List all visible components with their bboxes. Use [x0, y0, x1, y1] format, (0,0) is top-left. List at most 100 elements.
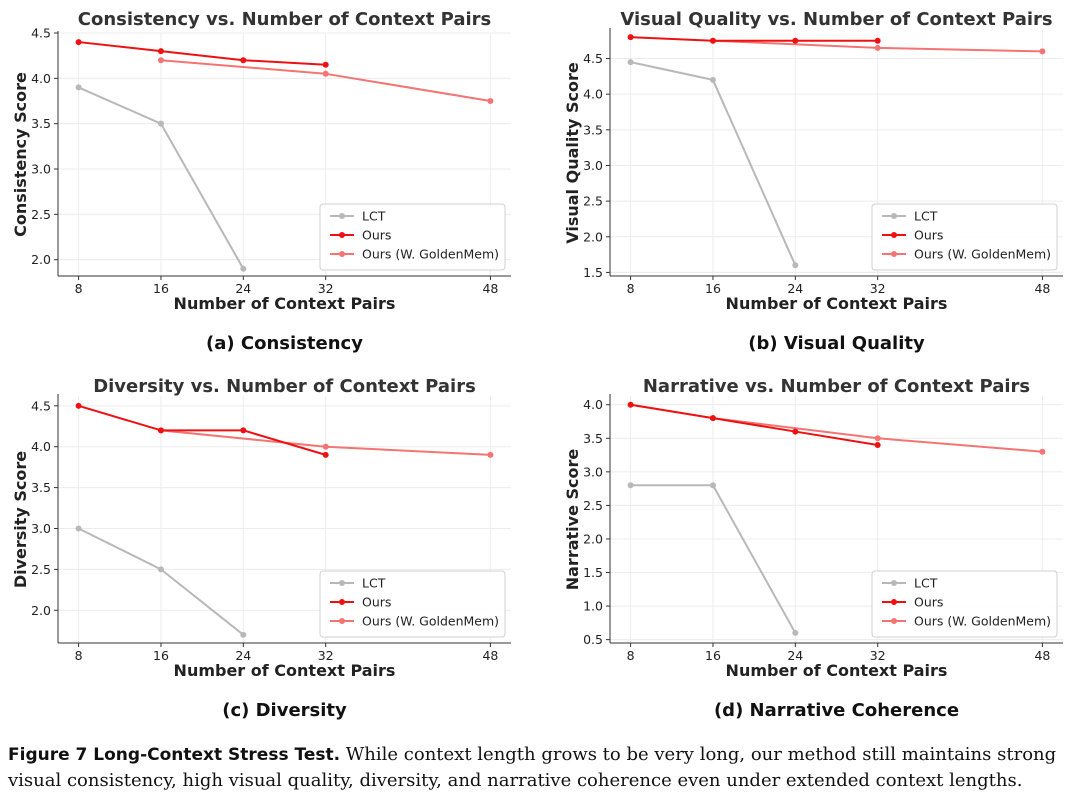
legend-label: Ours (W. GoldenMem): [362, 247, 499, 262]
data-point: [627, 401, 634, 408]
data-point: [792, 262, 799, 269]
y-tick-label: 4.0: [31, 439, 51, 454]
legend-box: [871, 203, 1058, 271]
data-point: [322, 443, 329, 450]
legend-swatch-marker: [891, 213, 897, 219]
data-point: [709, 37, 716, 44]
data-point: [627, 34, 634, 41]
panel-caption: (d) Narrative Coherence: [714, 700, 959, 721]
x-axis-label: Number of Context Pairs: [726, 294, 948, 313]
data-point: [75, 84, 82, 91]
chart-title: Visual Quality vs. Number of Context Pai…: [620, 9, 1052, 30]
data-point: [157, 120, 164, 127]
data-point: [157, 566, 164, 573]
figure-caption: Figure 7 Long-Context Stress Test. While…: [8, 742, 1074, 794]
y-tick-label: 2.5: [583, 498, 603, 513]
chart-panel-3: 8 16 24 32 48 2.0 2.5 3.0 3.5 4.0 4.5 Diversity vs.…: [11, 376, 511, 721]
y-axis-label: Narrative Score: [563, 449, 582, 591]
y-tick-label: 2.5: [31, 562, 51, 577]
chart-panels: 8 16 24 32 48 2.0 2.5 3.0 3.5 4.0 4.5 Consistency v…: [11, 9, 1063, 721]
x-axis-label: Number of Context Pairs: [174, 661, 396, 680]
legend-label: Ours: [362, 595, 391, 610]
data-point: [792, 629, 799, 636]
legend-swatch-marker: [891, 580, 897, 586]
data-point: [322, 451, 329, 458]
x-tick-label: 8: [627, 281, 635, 296]
legend-swatch-marker: [339, 618, 345, 624]
legend-swatch-marker: [891, 251, 897, 257]
data-point: [627, 482, 634, 489]
data-point: [240, 427, 247, 434]
y-axis-label: Consistency Score: [11, 72, 30, 237]
series-line-1: [78, 41, 326, 66]
legend-label: LCT: [914, 576, 938, 591]
data-point: [75, 402, 82, 409]
legend-swatch-marker: [339, 599, 345, 605]
x-tick-label: 8: [75, 648, 83, 663]
data-point: [157, 427, 164, 434]
series-line-1: [630, 36, 878, 42]
y-tick-label: 3.5: [583, 431, 603, 446]
legend-label: LCT: [362, 576, 386, 591]
data-point: [75, 39, 82, 46]
y-tick-label: 2.0: [31, 603, 51, 618]
y-tick-label: 4.5: [31, 398, 51, 413]
panel-caption: (a) Consistency: [206, 333, 363, 354]
x-tick-label: 8: [75, 281, 83, 296]
y-tick-label: 1.5: [583, 265, 603, 280]
legend-swatch-marker: [339, 580, 345, 586]
y-tick-label: 4.0: [583, 397, 603, 412]
x-tick-label: 48: [1034, 281, 1050, 296]
data-point: [487, 98, 494, 105]
chart-panel-4: 8 16 24 32 48 0.5 1.0 1.5 2.0 2.5 3.0 3.5 4.0 Narrati…: [563, 376, 1063, 721]
y-tick-label: 4.5: [583, 51, 603, 66]
data-point: [874, 441, 881, 448]
x-tick-label: 16: [153, 648, 169, 663]
chart-title: Narrative vs. Number of Context Pairs: [643, 376, 1030, 397]
data-point: [1039, 48, 1046, 55]
x-tick-label: 24: [235, 648, 251, 663]
x-axis-label: Number of Context Pairs: [726, 661, 948, 680]
x-tick-label: 32: [318, 648, 334, 663]
chart-title: Diversity vs. Number of Context Pairs: [93, 376, 476, 397]
data-point: [157, 57, 164, 64]
series-line-1: [78, 404, 326, 456]
legend-label: Ours: [362, 228, 391, 243]
x-axis-label: Number of Context Pairs: [174, 294, 396, 313]
data-point: [627, 59, 634, 66]
data-point: [487, 451, 494, 458]
legend-swatch-marker: [339, 251, 345, 257]
data-point: [1039, 448, 1046, 455]
legend-label: Ours (W. GoldenMem): [914, 614, 1051, 629]
y-tick-label: 4.0: [31, 71, 51, 86]
x-tick-label: 16: [705, 648, 721, 663]
y-tick-label: 2.5: [583, 194, 603, 209]
legend-swatch-marker: [339, 232, 345, 238]
panel-caption: (c) Diversity: [222, 700, 347, 721]
x-tick-label: 48: [482, 648, 498, 663]
panel-caption: (b) Visual Quality: [748, 333, 925, 354]
y-tick-label: 3.5: [31, 480, 51, 495]
y-tick-label: 2.5: [31, 207, 51, 222]
x-tick-label: 8: [627, 648, 635, 663]
chart-panel-1: 8 16 24 32 48 2.0 2.5 3.0 3.5 4.0 4.5 Consistency v…: [11, 9, 511, 354]
legend-swatch-marker: [891, 618, 897, 624]
x-tick-label: 48: [482, 281, 498, 296]
data-point: [322, 70, 329, 77]
legend-swatch-marker: [891, 599, 897, 605]
legend-label: Ours (W. GoldenMem): [914, 247, 1051, 262]
x-tick-label: 32: [318, 281, 334, 296]
data-point: [240, 631, 247, 638]
x-tick-label: 24: [235, 281, 251, 296]
x-tick-label: 16: [153, 281, 169, 296]
y-tick-label: 2.0: [583, 229, 603, 244]
legend-box: [871, 570, 1058, 638]
y-tick-label: 0.5: [583, 632, 603, 647]
legend-box: [319, 203, 506, 271]
legend-swatch-marker: [339, 213, 345, 219]
x-tick-label: 32: [870, 648, 886, 663]
legend-swatch-marker: [891, 232, 897, 238]
legend-label: LCT: [362, 209, 386, 224]
y-tick-label: 3.5: [583, 122, 603, 137]
x-tick-label: 24: [787, 281, 803, 296]
